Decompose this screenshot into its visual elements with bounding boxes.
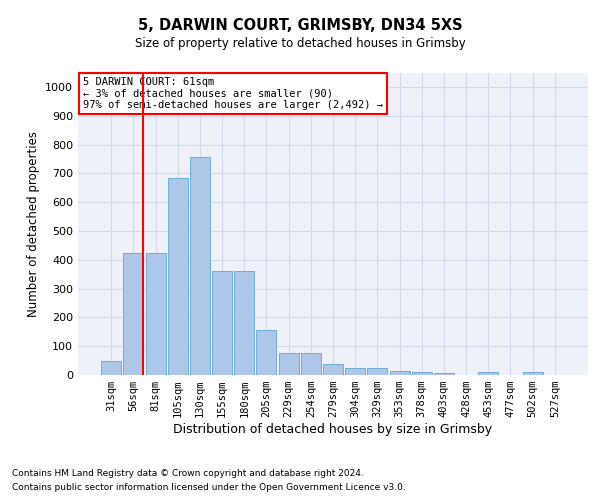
Bar bbox=[323, 364, 343, 375]
Text: Size of property relative to detached houses in Grimsby: Size of property relative to detached ho… bbox=[134, 38, 466, 51]
Text: Contains HM Land Registry data © Crown copyright and database right 2024.: Contains HM Land Registry data © Crown c… bbox=[12, 468, 364, 477]
Bar bbox=[478, 372, 498, 375]
Bar bbox=[367, 368, 388, 375]
Bar bbox=[212, 272, 232, 375]
Bar bbox=[146, 252, 166, 375]
Text: Contains public sector information licensed under the Open Government Licence v3: Contains public sector information licen… bbox=[12, 484, 406, 492]
Bar bbox=[389, 370, 410, 375]
Bar bbox=[412, 372, 432, 375]
Bar bbox=[234, 272, 254, 375]
Text: 5 DARWIN COURT: 61sqm
← 3% of detached houses are smaller (90)
97% of semi-detac: 5 DARWIN COURT: 61sqm ← 3% of detached h… bbox=[83, 77, 383, 110]
Bar bbox=[523, 372, 542, 375]
Text: 5, DARWIN COURT, GRIMSBY, DN34 5XS: 5, DARWIN COURT, GRIMSBY, DN34 5XS bbox=[137, 18, 463, 32]
Y-axis label: Number of detached properties: Number of detached properties bbox=[26, 130, 40, 317]
Bar bbox=[101, 360, 121, 375]
X-axis label: Distribution of detached houses by size in Grimsby: Distribution of detached houses by size … bbox=[173, 423, 493, 436]
Bar bbox=[345, 368, 365, 375]
Bar bbox=[190, 158, 210, 375]
Bar bbox=[168, 178, 188, 375]
Bar bbox=[124, 252, 143, 375]
Bar bbox=[434, 372, 454, 375]
Bar bbox=[301, 354, 321, 375]
Bar bbox=[256, 330, 277, 375]
Bar bbox=[278, 354, 299, 375]
